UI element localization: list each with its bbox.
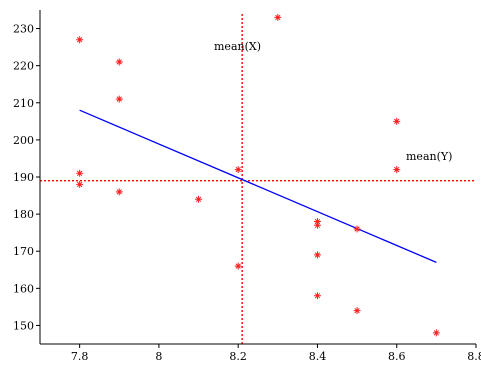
data-point [393,166,401,174]
data-point [313,218,321,226]
y-tick-label: 180 [13,208,34,221]
y-tick-label: 190 [13,171,34,184]
data-point [432,329,440,337]
data-points [76,13,440,337]
data-point [76,169,84,177]
regression-line-group [79,109,437,263]
data-point [234,262,242,270]
data-point [115,188,123,196]
data-point [234,166,242,174]
data-point [353,225,361,233]
y-tick-label: 200 [13,134,34,147]
x-tick-label: 8.4 [309,350,327,363]
mean-x-label: mean(X) [214,40,261,53]
data-point [115,58,123,66]
axes [39,10,476,345]
data-point [76,180,84,188]
y-tick-label: 150 [13,319,34,332]
y-tick-label: 160 [13,282,34,295]
data-point [115,95,123,103]
y-tick-label: 220 [13,60,34,73]
data-point [195,195,203,203]
x-tick-label: 8 [155,350,162,363]
y-tick-label: 210 [13,97,34,110]
x-tick-label: 8.2 [229,350,247,363]
data-point [393,117,401,125]
x-tick-label: 8.6 [388,350,406,363]
data-point [353,307,361,315]
mean-y-label: mean(Y) [406,150,452,163]
data-point [76,36,84,44]
data-point [313,221,321,229]
data-point [313,251,321,259]
axis-ticks: 7.8 8 8.2 8.4 8.6 8.8 150 160 170 180 190 200 210 220… [13,23,481,363]
x-tick-label: 8.8 [467,350,481,363]
x-tick-label: 7.8 [71,350,89,363]
y-tick-label: 230 [13,23,34,36]
mean-lines [40,14,476,344]
data-point [313,292,321,300]
data-point [274,13,282,21]
regression-line [79,109,437,263]
y-tick-label: 170 [13,245,34,258]
